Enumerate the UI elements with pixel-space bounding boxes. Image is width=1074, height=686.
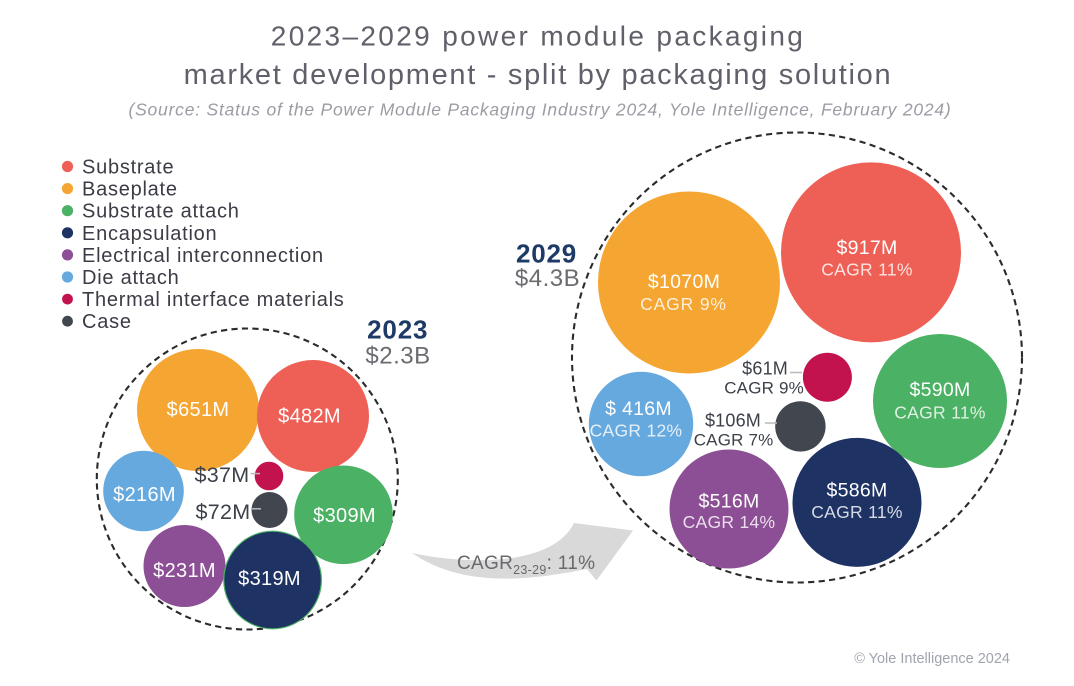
svg-text:$4.3B: $4.3B xyxy=(515,265,580,292)
svg-text:$590M: $590M xyxy=(909,379,970,401)
svg-text:Substrate attach: Substrate attach xyxy=(82,201,240,223)
svg-text:2023–2029 power module packagi: 2023–2029 power module packaging xyxy=(271,20,805,51)
svg-text:© Yole Intelligence 2024: © Yole Intelligence 2024 xyxy=(854,651,1010,667)
svg-text:Case: Case xyxy=(82,311,132,333)
svg-text:CAGR 11%: CAGR 11% xyxy=(821,260,913,280)
svg-text:$37M: $37M xyxy=(195,463,250,487)
svg-text:$309M: $309M xyxy=(313,505,376,527)
svg-text:Die attach: Die attach xyxy=(82,267,180,289)
svg-text:CAGR 9%: CAGR 9% xyxy=(640,294,727,314)
svg-text:$482M: $482M xyxy=(278,406,341,428)
svg-text:$231M: $231M xyxy=(153,560,216,582)
svg-text:Encapsulation: Encapsulation xyxy=(82,223,217,245)
svg-text:$216M: $216M xyxy=(113,484,176,506)
svg-text:CAGR 11%: CAGR 11% xyxy=(894,403,986,423)
svg-text:CAGR 14%: CAGR 14% xyxy=(683,512,776,532)
svg-text:Substrate: Substrate xyxy=(82,157,174,179)
svg-text:$651M: $651M xyxy=(167,399,230,421)
svg-text:CAGR 11%: CAGR 11% xyxy=(811,502,903,522)
svg-text:$319M: $319M xyxy=(238,568,301,590)
svg-text:$2.3B: $2.3B xyxy=(365,343,430,370)
svg-text:CAGR 7%: CAGR 7% xyxy=(694,431,774,450)
svg-text:$586M: $586M xyxy=(826,480,887,502)
svg-text:(Source: Status of the Power M: (Source: Status of the Power Module Pack… xyxy=(128,100,951,120)
svg-text:Electrical interconnection: Electrical interconnection xyxy=(82,245,324,267)
svg-text:$ 416M: $ 416M xyxy=(605,398,672,420)
svg-text:$61M: $61M xyxy=(742,359,788,379)
svg-text:CAGR 12%: CAGR 12% xyxy=(590,421,683,441)
svg-text:market development - split by: market development - split by packaging … xyxy=(184,59,893,91)
svg-text:Thermal interface materials: Thermal interface materials xyxy=(82,289,345,311)
svg-text:2029: 2029 xyxy=(516,239,577,269)
svg-text:CAGR 9%: CAGR 9% xyxy=(724,379,804,398)
svg-text:2023: 2023 xyxy=(367,315,428,345)
svg-text:Baseplate: Baseplate xyxy=(82,179,178,201)
svg-text:$72M: $72M xyxy=(196,500,251,524)
svg-text:$917M: $917M xyxy=(836,237,897,259)
svg-text:$106M: $106M xyxy=(705,411,761,431)
svg-text:$516M: $516M xyxy=(698,490,759,512)
svg-text:$1070M: $1070M xyxy=(648,271,720,293)
